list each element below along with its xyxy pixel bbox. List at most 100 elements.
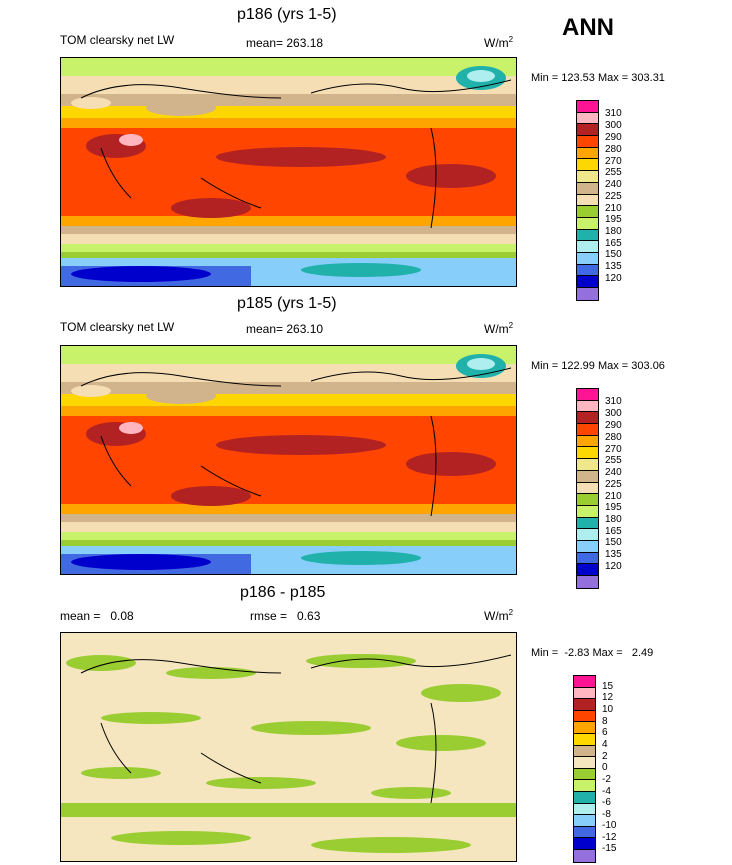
colorbar-swatch <box>577 124 598 137</box>
colorbar-label: 290 <box>605 420 622 431</box>
colorbar-swatch <box>577 159 598 172</box>
colorbar-swatch <box>574 687 595 700</box>
colorbar-swatch <box>577 147 598 160</box>
colorbar-swatch <box>577 435 598 448</box>
colorbar-swatch <box>574 768 595 781</box>
colorbar-label: 300 <box>605 120 622 131</box>
colorbar-swatch <box>577 552 598 565</box>
colorbar-label: 270 <box>605 156 622 167</box>
colorbar-label: -8 <box>602 809 611 820</box>
colorbar-label: -2 <box>602 774 611 785</box>
colorbar-swatch <box>577 494 598 506</box>
colorbar-label: 195 <box>605 502 622 513</box>
colorbar-label: 270 <box>605 444 622 455</box>
panel2-title: p185 (yrs 1-5) <box>237 295 337 312</box>
colorbar-label: 255 <box>605 455 622 466</box>
colorbar-swatch <box>577 517 598 530</box>
colorbar-label: -10 <box>602 820 617 831</box>
colorbar-label: 12 <box>602 692 614 703</box>
colorbar-label: -15 <box>602 843 617 854</box>
colorbar-swatch <box>577 389 598 401</box>
colorbar-label: 240 <box>605 467 622 478</box>
colorbar-swatch <box>577 264 598 277</box>
colorbar-label: 135 <box>605 549 622 560</box>
panel1-map <box>60 57 517 287</box>
panel1-variable-label: TOM clearsky net LW <box>60 33 175 47</box>
colorbar-label: 180 <box>605 226 622 237</box>
colorbar-swatch <box>577 576 598 588</box>
colorbar-swatch <box>577 424 598 436</box>
panel1-mean-label: mean= 263.18 <box>246 36 324 50</box>
colorbar-label: -12 <box>602 832 617 843</box>
colorbar-swatch <box>577 564 598 576</box>
colorbar-swatch <box>574 745 595 758</box>
panel2-minmax-label: Min = 122.99 Max = 303.06 <box>531 360 665 372</box>
colorbar-swatch <box>574 838 595 850</box>
colorbar-label: 240 <box>605 179 622 190</box>
colorbar-swatch <box>574 780 595 792</box>
colorbar-swatch <box>577 252 598 265</box>
colorbar-label: 210 <box>605 491 622 502</box>
colorbar-swatch <box>577 241 598 253</box>
panel2-variable-label: TOM clearsky net LW <box>60 320 175 334</box>
colorbar-swatch <box>574 733 595 746</box>
panel2-mean-label: mean= 263.10 <box>246 322 324 336</box>
panel3-mean-label: mean = 0.08 <box>60 609 134 623</box>
colorbar-label: 165 <box>605 526 622 537</box>
colorbar-label: 310 <box>605 108 622 119</box>
colorbar-swatch <box>577 136 598 148</box>
colorbar-swatch <box>577 412 598 425</box>
panel3-title: p186 - p185 <box>240 584 326 601</box>
colorbar-label: 120 <box>605 273 622 284</box>
colorbar-swatch <box>577 482 598 495</box>
colorbar-swatch <box>574 710 595 723</box>
colorbar-swatch <box>577 505 598 518</box>
colorbar-label: 150 <box>605 249 622 260</box>
colorbar-label: 8 <box>602 716 608 727</box>
colorbar-swatch <box>577 276 598 288</box>
panel2-map <box>60 345 517 575</box>
season-label: ANN <box>562 14 614 41</box>
colorbar-label: 4 <box>602 739 608 750</box>
colorbar-swatch <box>577 529 598 541</box>
colorbar-swatch <box>574 676 595 688</box>
colorbar-swatch <box>574 815 595 827</box>
colorbar-label: 0 <box>602 762 608 773</box>
colorbar-label: 165 <box>605 238 622 249</box>
panel1-colorbar <box>576 100 599 301</box>
panel1-map-plot <box>61 58 516 286</box>
colorbar-swatch <box>577 447 598 460</box>
colorbar-swatch <box>577 540 598 553</box>
colorbar-swatch <box>577 112 598 125</box>
colorbar-label: 310 <box>605 396 622 407</box>
colorbar-swatch <box>577 470 598 483</box>
colorbar-label: 255 <box>605 167 622 178</box>
colorbar-swatch <box>574 849 595 862</box>
colorbar-label: 6 <box>602 727 608 738</box>
colorbar-swatch <box>574 791 595 804</box>
colorbar-label: 280 <box>605 144 622 155</box>
panel3-rmse-label: rmse = 0.63 <box>250 609 321 623</box>
colorbar-swatch <box>574 826 595 839</box>
colorbar-swatch <box>574 722 595 734</box>
colorbar-swatch <box>577 182 598 195</box>
colorbar-swatch <box>577 459 598 471</box>
colorbar-swatch <box>574 757 595 769</box>
colorbar-label: 280 <box>605 432 622 443</box>
colorbar-swatch <box>577 206 598 218</box>
colorbar-label: 290 <box>605 132 622 143</box>
colorbar-label: 225 <box>605 479 622 490</box>
colorbar-swatch <box>574 699 595 711</box>
panel2-colorbar <box>576 388 599 589</box>
colorbar-label: -4 <box>602 786 611 797</box>
panel3-colorbar <box>573 675 596 863</box>
colorbar-label: 210 <box>605 203 622 214</box>
panel1-units: W/m2 <box>484 35 514 50</box>
colorbar-label: 10 <box>602 704 614 715</box>
panel2-units: W/m2 <box>484 321 514 336</box>
colorbar-swatch <box>577 400 598 413</box>
colorbar-swatch <box>577 288 598 300</box>
colorbar-swatch <box>574 803 595 816</box>
panel1-title: p186 (yrs 1-5) <box>237 6 337 23</box>
colorbar-label: 180 <box>605 514 622 525</box>
